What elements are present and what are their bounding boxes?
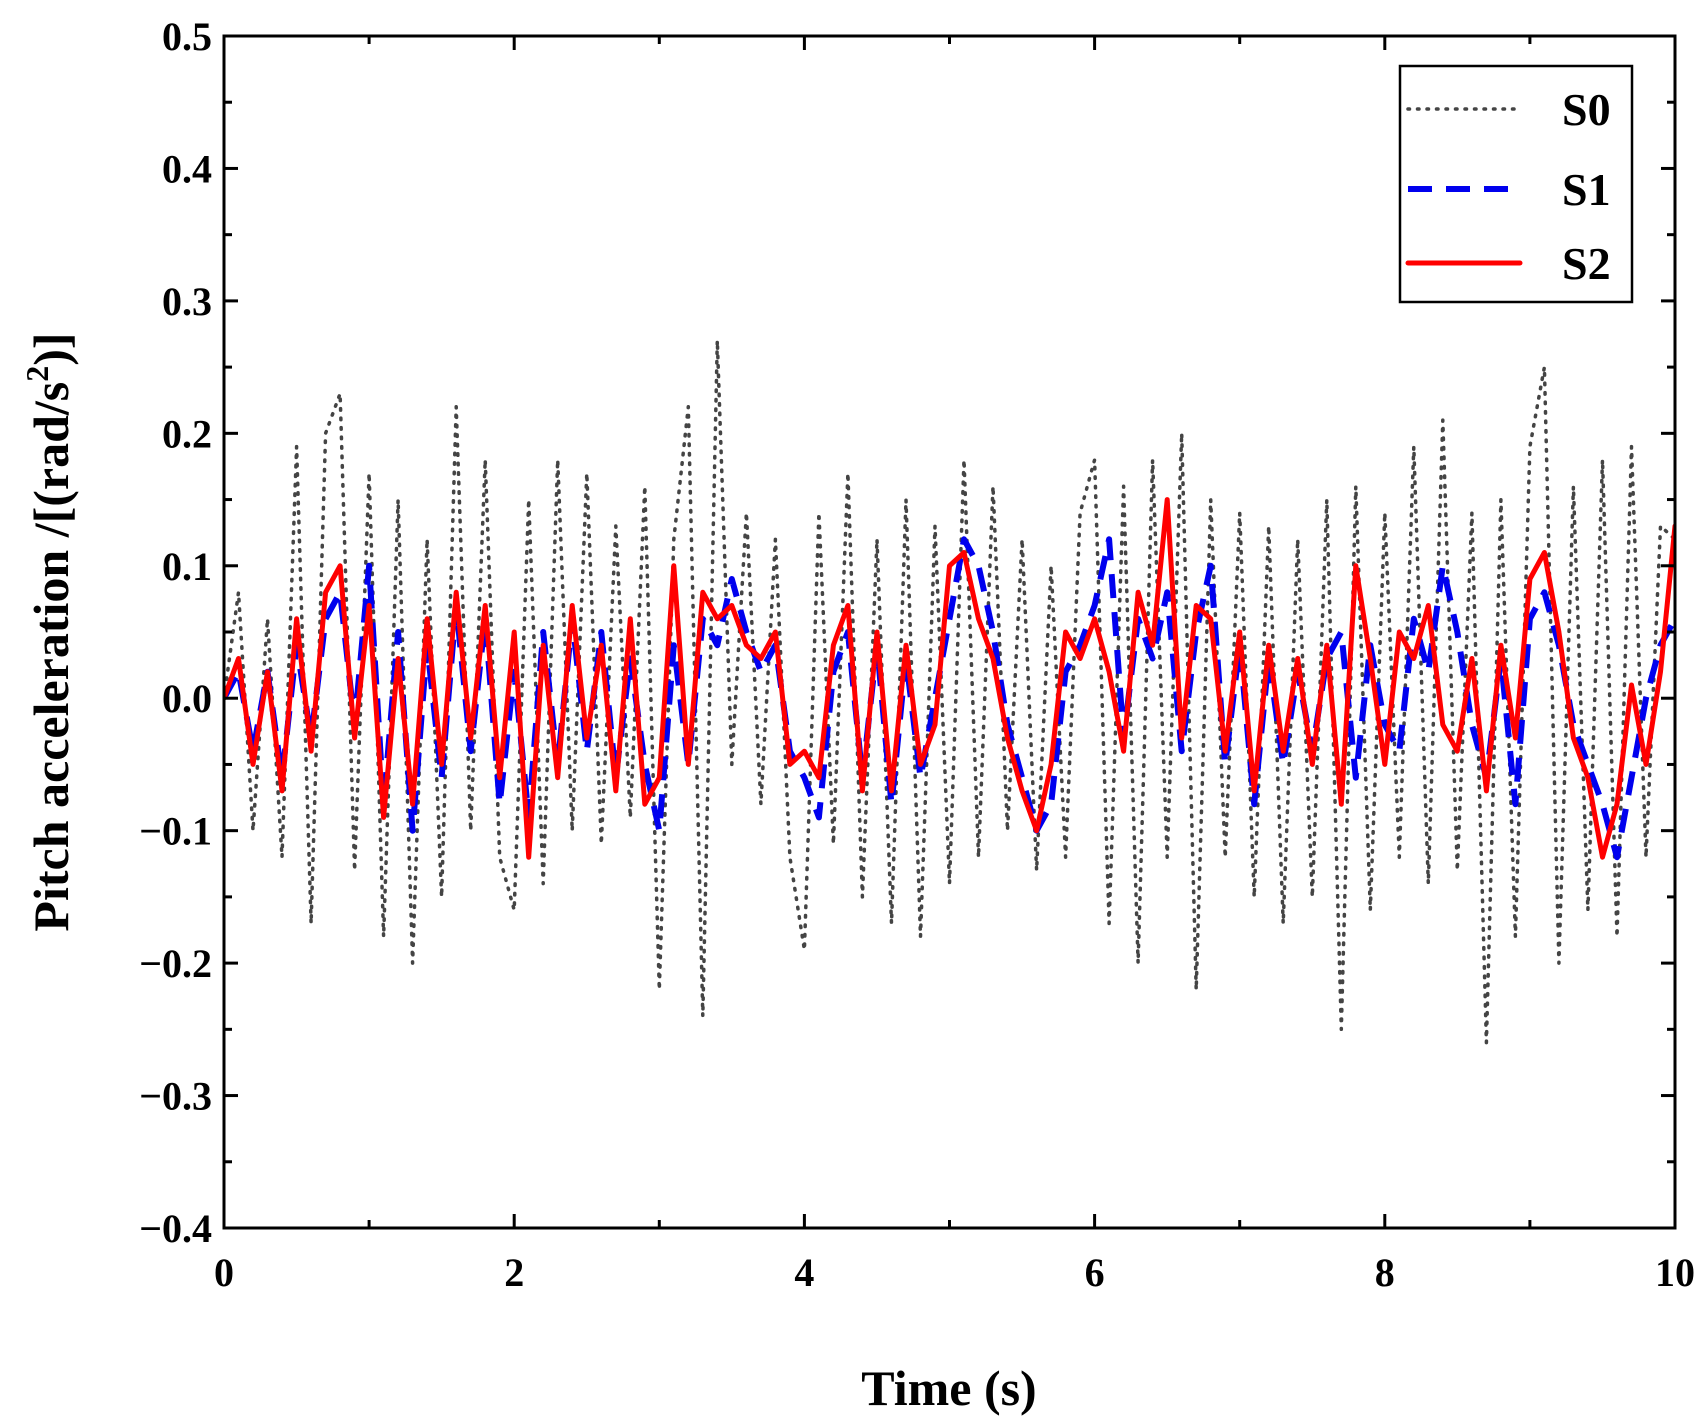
x-axis-title: Time (s) bbox=[861, 1360, 1036, 1416]
y-axis-title: Pitch acceleration /[(rad/s2)] bbox=[19, 332, 79, 931]
y-axis-title-main: Pitch acceleration /[(rad/s bbox=[23, 382, 79, 932]
x-tick-label: 2 bbox=[504, 1250, 524, 1295]
y-axis-title-tail: )] bbox=[23, 332, 79, 365]
legend-label-s2: S2 bbox=[1562, 238, 1611, 289]
series-line-s2 bbox=[224, 497, 1675, 860]
x-tick-label: 4 bbox=[794, 1250, 814, 1295]
x-tick-label: 6 bbox=[1085, 1250, 1105, 1295]
y-tick-label: 0.4 bbox=[162, 146, 212, 191]
legend: S0 S1 S2 bbox=[1398, 64, 1634, 304]
y-tick-label: −0.4 bbox=[139, 1206, 212, 1251]
legend-label-s0: S0 bbox=[1562, 84, 1611, 135]
x-tick-label: 8 bbox=[1375, 1250, 1395, 1295]
y-tick-label: 0.3 bbox=[162, 279, 212, 324]
axis-ticks bbox=[222, 34, 1677, 1230]
legend-label-s1: S1 bbox=[1562, 164, 1611, 215]
y-tick-label: −0.2 bbox=[139, 941, 212, 986]
series-line-s0 bbox=[224, 338, 1675, 1045]
y-tick-label: −0.1 bbox=[139, 809, 212, 854]
x-tick-label: 10 bbox=[1655, 1250, 1695, 1295]
series-layer bbox=[224, 338, 1675, 1045]
y-tick-label: 0.0 bbox=[162, 676, 212, 721]
y-tick-label: 0.2 bbox=[162, 411, 212, 456]
axis-tick-labels: 0 2 4 6 8 10 −0.4 −0.3 −0.2 −0.1 0.0 0.1 0.2 0.3 0.4 0.… bbox=[139, 14, 1695, 1295]
y-tick-label: −0.3 bbox=[139, 1074, 212, 1119]
x-tick-label: 0 bbox=[214, 1250, 234, 1295]
y-axis-title-superscript: 2 bbox=[19, 366, 55, 382]
y-tick-label: 0.1 bbox=[162, 544, 212, 589]
y-tick-label: 0.5 bbox=[162, 14, 212, 59]
